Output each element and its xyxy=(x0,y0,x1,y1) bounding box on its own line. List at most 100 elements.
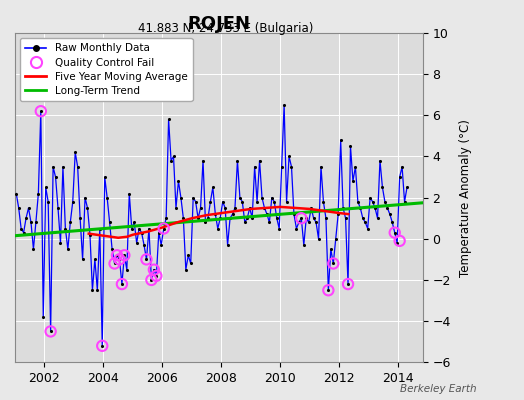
Point xyxy=(79,256,87,262)
Point xyxy=(287,164,296,170)
Point xyxy=(22,215,30,222)
Point xyxy=(125,190,134,197)
Point xyxy=(133,240,141,246)
Point xyxy=(159,225,168,232)
Point xyxy=(398,164,406,170)
Legend: Raw Monthly Data, Quality Control Fail, Five Year Moving Average, Long-Term Tren: Raw Monthly Data, Quality Control Fail, … xyxy=(20,38,192,101)
Point xyxy=(59,164,67,170)
Point xyxy=(364,225,372,232)
Point xyxy=(103,194,112,201)
Point xyxy=(294,219,303,226)
Point xyxy=(231,205,239,211)
Point xyxy=(285,153,293,160)
Point xyxy=(219,198,227,205)
Point xyxy=(238,198,246,205)
Point xyxy=(113,252,121,258)
Point xyxy=(143,256,151,262)
Point xyxy=(204,215,212,222)
Point xyxy=(199,157,207,164)
Point xyxy=(184,252,192,258)
Point xyxy=(120,252,128,258)
Point xyxy=(49,164,57,170)
Point xyxy=(95,225,104,232)
Point xyxy=(221,205,230,211)
Point xyxy=(98,343,106,349)
Point xyxy=(390,230,399,236)
Point xyxy=(111,260,119,267)
Point xyxy=(290,211,298,217)
Point xyxy=(81,194,89,201)
Point xyxy=(56,240,64,246)
Point xyxy=(250,164,259,170)
Point xyxy=(189,194,198,201)
Point xyxy=(63,246,72,252)
Point xyxy=(37,108,45,114)
Point xyxy=(17,225,25,232)
Point xyxy=(206,198,215,205)
Point xyxy=(339,205,347,211)
Point xyxy=(130,219,138,226)
Point xyxy=(354,198,362,205)
Point xyxy=(120,252,128,258)
Point xyxy=(155,230,163,236)
Point xyxy=(34,190,42,197)
Point xyxy=(47,328,55,335)
Y-axis label: Temperature Anomaly (°C): Temperature Anomaly (°C) xyxy=(460,119,472,276)
Point xyxy=(209,184,217,190)
Point xyxy=(346,143,355,149)
Point xyxy=(98,343,106,349)
Point xyxy=(236,194,244,201)
Point xyxy=(152,273,160,279)
Point xyxy=(396,238,404,244)
Point xyxy=(241,219,249,226)
Point xyxy=(344,281,352,287)
Point xyxy=(368,198,377,205)
Point xyxy=(272,215,281,222)
Point xyxy=(246,205,254,211)
Point xyxy=(169,153,178,160)
Point xyxy=(253,198,261,205)
Point xyxy=(101,174,109,180)
Point xyxy=(324,287,333,294)
Point xyxy=(174,178,183,184)
Point xyxy=(159,225,168,232)
Point xyxy=(66,219,74,226)
Point xyxy=(19,230,28,236)
Point xyxy=(326,246,335,252)
Point xyxy=(282,198,291,205)
Point xyxy=(211,211,220,217)
Point xyxy=(334,211,342,217)
Point xyxy=(91,256,99,262)
Point xyxy=(223,242,232,248)
Point xyxy=(336,137,345,143)
Point xyxy=(314,236,323,242)
Point xyxy=(383,205,391,211)
Point xyxy=(248,215,256,222)
Point xyxy=(118,281,126,287)
Point xyxy=(366,194,374,201)
Point xyxy=(297,215,305,222)
Point xyxy=(115,256,124,262)
Point xyxy=(31,219,40,226)
Point xyxy=(358,215,367,222)
Point xyxy=(381,198,389,205)
Point xyxy=(147,277,156,283)
Point xyxy=(140,242,148,248)
Point xyxy=(118,281,126,287)
Point xyxy=(373,215,381,222)
Point xyxy=(324,287,333,294)
Point xyxy=(278,164,286,170)
Point xyxy=(152,273,160,279)
Point xyxy=(73,164,82,170)
Point xyxy=(378,184,387,190)
Point xyxy=(376,157,384,164)
Point xyxy=(157,242,166,248)
Point xyxy=(349,178,357,184)
Point xyxy=(403,184,411,190)
Point xyxy=(396,174,404,180)
Point xyxy=(275,225,283,232)
Point xyxy=(37,108,45,114)
Point xyxy=(312,219,320,226)
Point xyxy=(137,230,146,236)
Point xyxy=(191,198,200,205)
